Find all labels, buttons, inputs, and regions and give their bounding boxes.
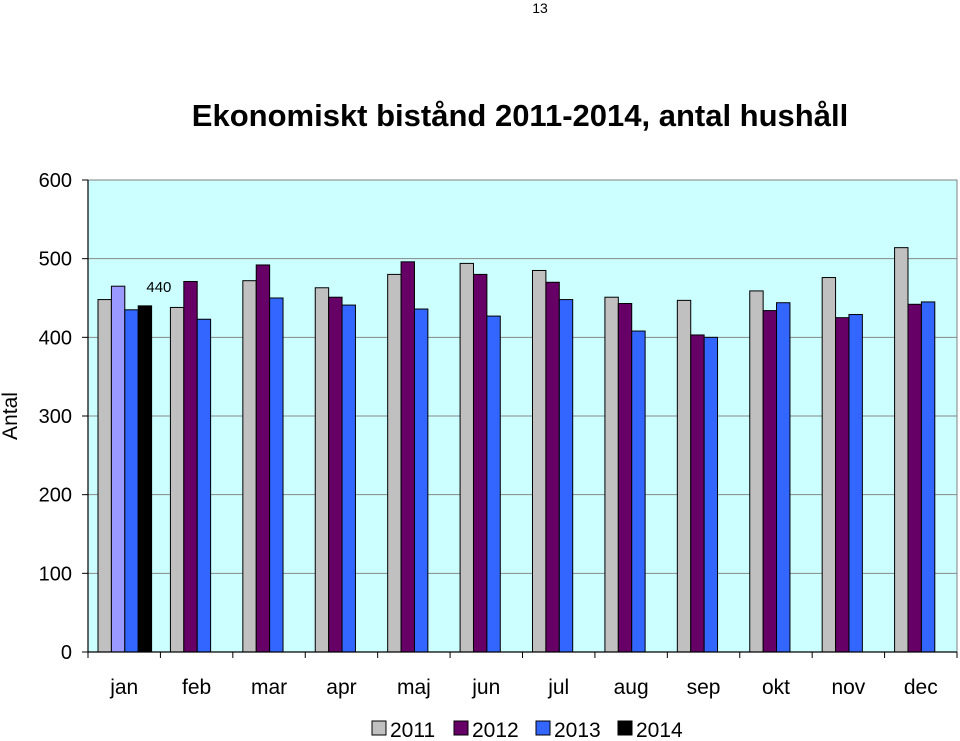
- y-tick-label: 400: [39, 327, 72, 349]
- bar: [124, 309, 139, 653]
- x-tick-label: dec: [904, 676, 938, 699]
- bar: [749, 290, 764, 653]
- bar: [183, 280, 198, 653]
- x-tick-label: nov: [831, 676, 865, 699]
- bar: [848, 314, 863, 653]
- x-tick-label: maj: [397, 676, 431, 699]
- y-tick-label: 200: [39, 485, 72, 507]
- bar: [532, 269, 547, 653]
- bar: [459, 262, 474, 653]
- bar: [703, 336, 719, 653]
- bar: [169, 306, 185, 653]
- page-number: 13: [532, 0, 548, 16]
- bar: [196, 318, 212, 653]
- x-tick-label: aug: [614, 676, 649, 699]
- bar: [604, 296, 619, 653]
- x-tick-label: mar: [251, 676, 287, 699]
- bar: [558, 299, 574, 653]
- legend-item: 2013: [535, 719, 601, 741]
- legend-item: 2011: [371, 719, 435, 741]
- bars: [97, 247, 936, 653]
- legend-label: 2014: [636, 719, 683, 741]
- bar: [269, 297, 284, 653]
- y-tick-label: 600: [39, 170, 72, 192]
- legend-label: 2011: [390, 719, 435, 741]
- bar: [920, 301, 936, 653]
- bar: [400, 261, 415, 653]
- bar: [545, 281, 560, 653]
- x-tick-label: jan: [109, 676, 138, 699]
- axes: [87, 180, 958, 658]
- x-tick-label: feb: [182, 676, 211, 699]
- bar: [328, 296, 343, 653]
- bar: [97, 299, 112, 653]
- bar: [472, 273, 488, 653]
- legend-label: 2012: [472, 719, 519, 741]
- legend-swatch: [453, 720, 469, 736]
- legend-label: 2013: [554, 719, 601, 741]
- bar: [835, 317, 850, 653]
- bar: [631, 330, 646, 653]
- x-tick-label: sep: [687, 676, 721, 699]
- bar: [242, 280, 257, 653]
- bar: [762, 310, 778, 653]
- x-tick-label: jun: [471, 676, 500, 699]
- x-tick-label: okt: [762, 676, 790, 699]
- y-tick-label: 100: [39, 563, 72, 585]
- legend: 2011 2012 2013 2014: [371, 719, 683, 741]
- bar: [255, 264, 271, 653]
- bar: [413, 308, 429, 653]
- bar: [907, 303, 922, 653]
- data-label: 440: [146, 279, 171, 296]
- bar: [676, 299, 692, 653]
- x-tick-label: apr: [326, 676, 356, 699]
- legend-swatch: [617, 720, 633, 736]
- bar: [690, 334, 705, 653]
- bar: [617, 303, 633, 653]
- bar: [314, 287, 330, 653]
- gridlines: [82, 179, 957, 653]
- y-axis-title: Antal: [0, 392, 22, 440]
- bar: [387, 273, 402, 653]
- bar: [894, 247, 909, 653]
- y-tick-label: 300: [39, 406, 72, 428]
- bar: [110, 285, 126, 653]
- legend-swatch: [535, 720, 551, 736]
- legend-swatch: [371, 720, 387, 736]
- tick-labels: 0 100 200 300 400 500 600 jan feb mar apr maj jun jul…: [39, 170, 938, 699]
- x-tick-label: jul: [547, 676, 569, 699]
- bar: [341, 304, 356, 653]
- y-tick-label: 0: [61, 642, 72, 664]
- bar: [486, 315, 501, 653]
- chart-title: Ekonomiskt bistånd 2011-2014, antal hush…: [191, 98, 849, 133]
- legend-item: 2014: [617, 719, 683, 741]
- legend-item: 2012: [453, 719, 519, 741]
- bar: [776, 302, 791, 653]
- bar: [821, 277, 837, 653]
- y-tick-label: 500: [39, 249, 72, 271]
- bar: [137, 305, 153, 653]
